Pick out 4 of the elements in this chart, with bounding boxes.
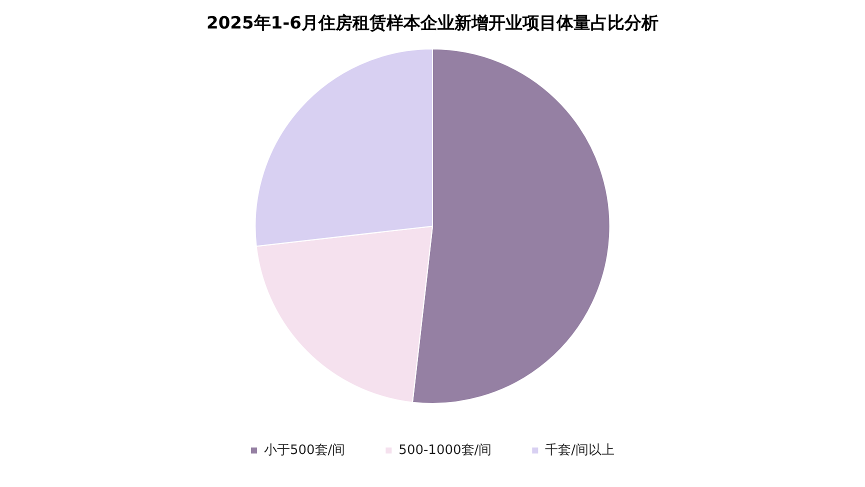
legend-label: 千套/间以上 [545,442,615,458]
legend-label: 小于500套/间 [264,442,346,458]
chart-title: 2025年1-6月住房租赁样本企业新增开业项目体量占比分析 [206,14,659,34]
legend-label: 500-1000套/间 [398,442,492,458]
